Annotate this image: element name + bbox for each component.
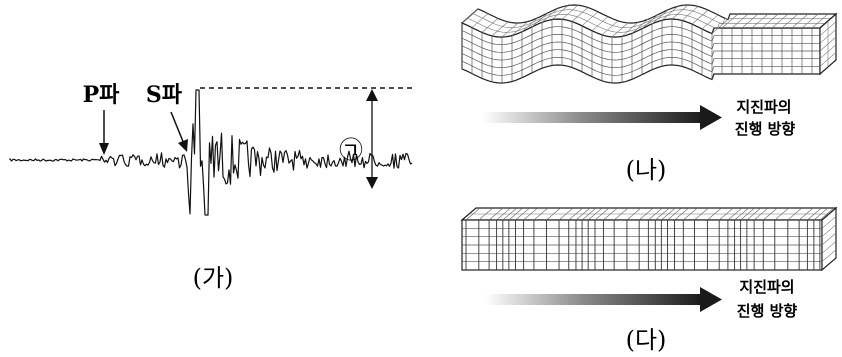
direction-label-line1: 지진파의 bbox=[739, 278, 794, 296]
caption-ga: (가) bbox=[193, 264, 234, 292]
propagation-arrow-head bbox=[700, 287, 722, 312]
direction-label-line1: 지진파의 bbox=[736, 98, 791, 116]
s-wave-label: S파 bbox=[146, 82, 183, 108]
p-wave-label: P파 bbox=[83, 82, 121, 108]
caption-da: (다) bbox=[626, 326, 667, 354]
seismogram-trace bbox=[9, 89, 413, 216]
longitudinal-wave-panel: 지진파의 진행 방향 (다) bbox=[460, 206, 838, 354]
direction-label-line2: 진행 방향 bbox=[737, 302, 798, 320]
amplitude-marker-label: ㉠ bbox=[339, 136, 363, 164]
propagation-arrow-head bbox=[700, 105, 722, 130]
seismogram-panel: ㉠ P파 S파 (가) bbox=[9, 82, 413, 292]
direction-label-line2: 진행 방향 bbox=[735, 120, 796, 138]
longitudinal-wave-block bbox=[460, 206, 838, 272]
transverse-wave-panel: 지진파의 진행 방향 (나) bbox=[460, 4, 838, 184]
caption-na: (나) bbox=[626, 156, 667, 184]
p-wave-arrow bbox=[99, 110, 109, 155]
s-wave-arrow bbox=[170, 111, 188, 152]
amplitude-arrow bbox=[366, 89, 378, 189]
transverse-wave-block bbox=[460, 4, 838, 84]
propagation-arrow-shaft bbox=[485, 294, 703, 305]
propagation-arrow-shaft bbox=[482, 112, 704, 123]
